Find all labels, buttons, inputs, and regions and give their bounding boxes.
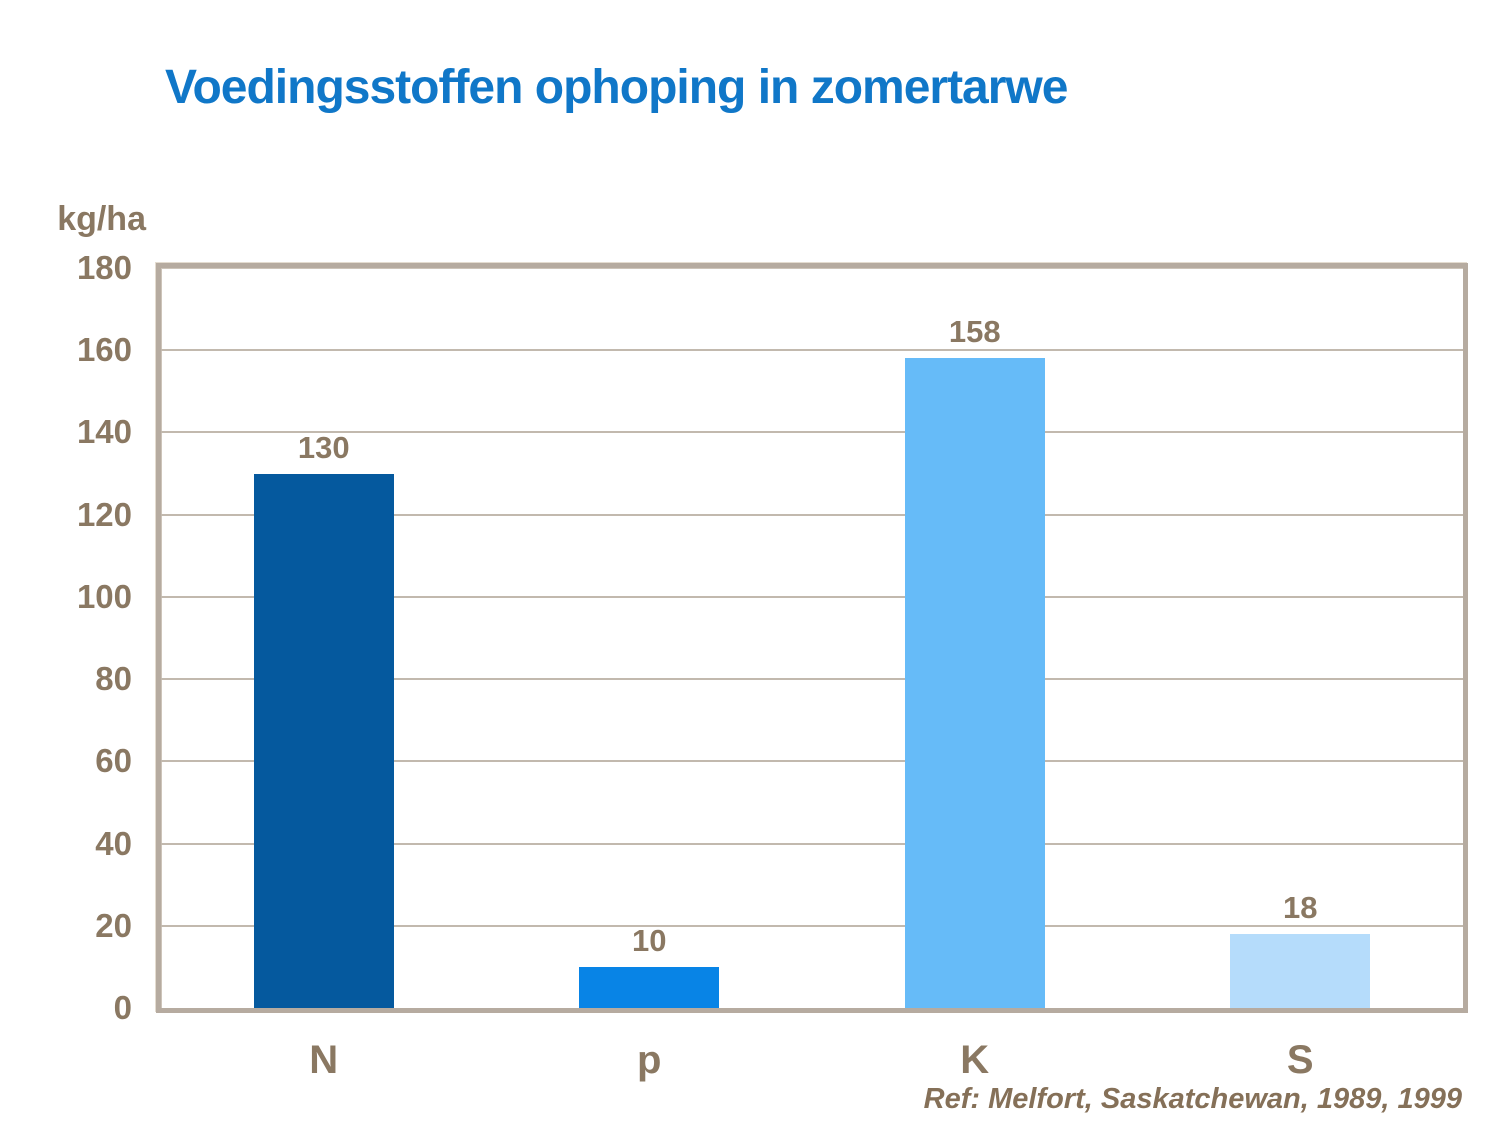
x-axis-label-N: N — [309, 1038, 339, 1082]
bar-value-label-S: 18 — [1283, 890, 1318, 925]
bar-S — [1230, 934, 1371, 1008]
x-axis-label-S: S — [1286, 1038, 1314, 1082]
y-tick-label: 120 — [76, 495, 132, 533]
gridline — [161, 595, 1463, 598]
gridline — [161, 349, 1463, 352]
gridline — [161, 760, 1463, 763]
gridline — [161, 678, 1463, 681]
bar-K — [904, 358, 1045, 1008]
x-axis-label-K: K — [960, 1038, 990, 1082]
bar-value-label-K: 158 — [948, 314, 1001, 350]
y-tick-label: 80 — [95, 660, 132, 698]
y-tick-label: 20 — [95, 906, 132, 944]
plot-area: 130 10 158 18 — [156, 263, 1468, 1013]
y-tick-label: 0 — [113, 989, 132, 1026]
reference-text: Ref: Melfort, Saskatchewan, 1989, 1999 — [923, 1083, 1462, 1115]
y-tick-label: 60 — [95, 742, 132, 780]
y-tick-label: 160 — [76, 331, 132, 369]
bar-value-label-p: 10 — [632, 922, 667, 958]
y-tick-label: 40 — [95, 824, 132, 862]
y-tick-label: 100 — [76, 577, 132, 615]
bar-value-label-N: 130 — [297, 429, 350, 465]
chart-title: Voedingsstoffen ophoping in zomertarwe — [165, 61, 1068, 114]
bar-p — [579, 966, 720, 1008]
gridline — [161, 842, 1463, 845]
y-axis-unit-label: kg/ha — [57, 200, 146, 238]
y-tick-label: 140 — [76, 413, 132, 451]
x-axis-label-p: p — [637, 1038, 662, 1082]
y-tick-label: 180 — [76, 249, 132, 286]
gridline — [161, 513, 1463, 516]
bar-N — [253, 473, 394, 1008]
gridline — [161, 924, 1463, 927]
gridline — [161, 431, 1463, 434]
